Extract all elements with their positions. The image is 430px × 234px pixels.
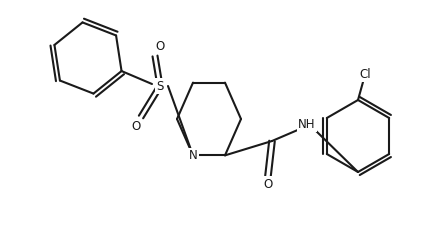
Text: N: N bbox=[189, 149, 197, 162]
Text: O: O bbox=[132, 121, 141, 134]
Text: O: O bbox=[263, 178, 273, 190]
Text: S: S bbox=[157, 80, 164, 92]
Text: O: O bbox=[155, 40, 165, 52]
Text: NH: NH bbox=[298, 117, 316, 131]
Text: Cl: Cl bbox=[359, 67, 371, 80]
